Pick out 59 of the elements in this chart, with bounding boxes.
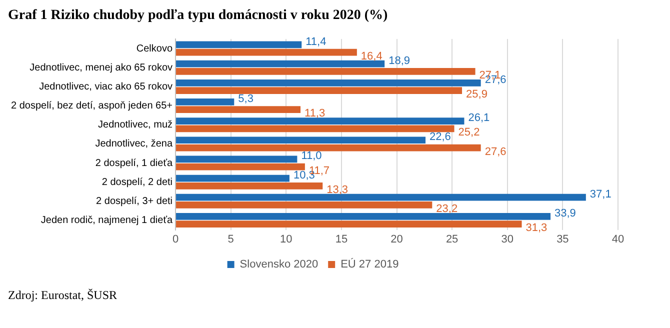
data-label: 11,3 <box>304 108 326 120</box>
x-tick-label: 0 <box>172 233 179 246</box>
bar <box>176 98 234 106</box>
data-label: 16,4 <box>360 50 382 62</box>
bar <box>176 156 298 163</box>
y-tick-label: Jednotlivec, viac ako 65 rokov <box>39 81 173 92</box>
data-label: 11,4 <box>306 36 326 48</box>
y-tick-label: 2 dospelí, 3+ deti <box>96 196 173 207</box>
y-tick-label: 2 dospelí, bez detí, aspoň jeden 65+ <box>11 100 173 112</box>
text: Zdroj: Eurostat, ŠUSR <box>8 288 118 303</box>
bar <box>176 68 476 75</box>
data-label: 25,2 <box>458 126 480 139</box>
data-label: 18,9 <box>388 54 410 67</box>
bar <box>176 60 385 68</box>
y-tick-label: Jeden rodič, najmenej 1 dieťa <box>40 215 173 226</box>
data-label: 23,2 <box>436 203 458 216</box>
x-tick-label: 10 <box>280 233 292 246</box>
bar <box>176 87 462 94</box>
data-label: 31,3 <box>526 222 548 234</box>
x-tick-label: 20 <box>390 233 403 246</box>
legend-label: EÚ 27 2019 <box>340 258 399 271</box>
bar <box>176 136 426 144</box>
data-label: 11,0 <box>301 150 322 162</box>
y-tick-label: Jednotlivec, muž <box>98 120 173 131</box>
bar <box>176 213 551 220</box>
bar <box>176 144 481 152</box>
x-tick-label: 25 <box>446 233 458 246</box>
data-label: 27,6 <box>484 146 506 158</box>
bar <box>176 125 454 132</box>
x-tick-label: 35 <box>556 233 569 246</box>
y-tick-label: Celkovo <box>136 43 173 54</box>
bar <box>176 202 432 208</box>
bar <box>176 106 301 114</box>
data-label: 5,3 <box>238 92 254 105</box>
legend-label: Slovensko 2020 <box>240 258 318 271</box>
data-label: 22,6 <box>430 131 451 144</box>
y-tick-label: Jednotlivec, menej ako 65 rokov <box>30 62 173 74</box>
chart-title: Graf 1 Riziko chudoby podľa typu domácnosti v roku 2020 (%) <box>8 8 389 24</box>
y-tick-label: Jednotlivec, žena <box>95 138 173 150</box>
x-tick-label: 30 <box>501 233 514 246</box>
data-label: 37,1 <box>590 188 612 200</box>
data-label: 26,1 <box>468 112 490 124</box>
bar <box>176 163 305 170</box>
bar <box>176 118 464 124</box>
bar <box>176 182 323 190</box>
y-tick-label: 2 dospelí, 2 deti <box>102 176 173 188</box>
bar <box>176 194 586 201</box>
bar <box>176 174 290 182</box>
data-label: 13,3 <box>326 184 348 196</box>
bar <box>176 41 302 48</box>
bar <box>176 48 357 56</box>
data-label: 25,9 <box>466 88 488 101</box>
x-tick-label: 15 <box>335 233 348 246</box>
bar <box>176 220 522 228</box>
data-label: 33,9 <box>554 207 576 220</box>
y-tick-label: 2 dospelí, 1 dieťa <box>95 158 173 169</box>
bar <box>176 79 481 86</box>
x-tick-label: 5 <box>228 233 234 246</box>
x-tick-label: 40 <box>612 233 624 246</box>
